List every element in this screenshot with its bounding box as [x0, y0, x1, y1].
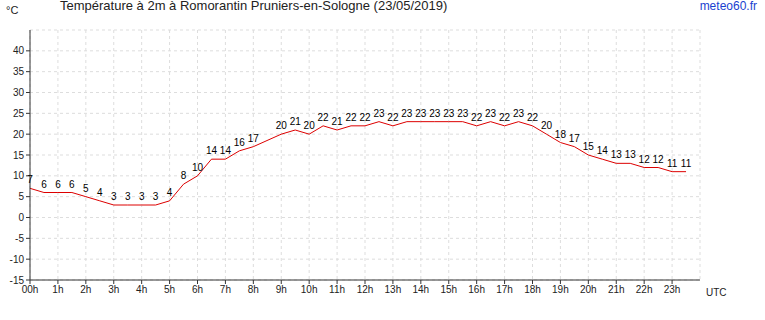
svg-text:8: 8	[181, 170, 187, 181]
svg-text:-10: -10	[10, 254, 25, 265]
svg-text:12: 12	[653, 154, 665, 165]
svg-text:17: 17	[569, 133, 581, 144]
svg-text:-5: -5	[15, 233, 24, 244]
svg-text:15: 15	[13, 150, 25, 161]
svg-text:2h: 2h	[80, 284, 91, 295]
svg-text:16h: 16h	[468, 284, 485, 295]
svg-text:3: 3	[139, 191, 145, 202]
svg-text:23: 23	[401, 108, 413, 119]
svg-text:23: 23	[443, 108, 455, 119]
svg-text:5: 5	[18, 191, 24, 202]
svg-text:20: 20	[13, 129, 25, 140]
svg-text:17: 17	[248, 133, 260, 144]
svg-text:10: 10	[192, 162, 204, 173]
svg-text:4: 4	[97, 187, 103, 198]
html-text:°C: °C	[6, 4, 19, 16]
svg-text:14: 14	[206, 145, 218, 156]
svg-text:22: 22	[345, 112, 357, 123]
svg-text:22: 22	[318, 112, 330, 123]
svg-text:22: 22	[359, 112, 371, 123]
svg-text:40: 40	[13, 45, 25, 56]
svg-text:22: 22	[527, 112, 539, 123]
svg-text:20h: 20h	[580, 284, 597, 295]
svg-text:11: 11	[667, 158, 678, 169]
svg-text:22: 22	[499, 112, 511, 123]
svg-text:13: 13	[625, 149, 637, 160]
svg-text:21h: 21h	[608, 284, 625, 295]
svg-text:5: 5	[83, 183, 89, 194]
svg-text:6: 6	[41, 179, 47, 190]
svg-text:6: 6	[69, 179, 75, 190]
svg-text:22h: 22h	[636, 284, 653, 295]
svg-text:35: 35	[13, 66, 25, 77]
svg-text:9h: 9h	[276, 284, 287, 295]
svg-text:18: 18	[555, 129, 567, 140]
svg-text:22: 22	[471, 112, 483, 123]
svg-text:19h: 19h	[552, 284, 569, 295]
html-text:meteo60.fr: meteo60.fr	[699, 0, 757, 13]
svg-text:20: 20	[276, 120, 288, 131]
svg-text:11: 11	[681, 158, 692, 169]
svg-text:7h: 7h	[220, 284, 231, 295]
svg-text:12h: 12h	[357, 284, 374, 295]
svg-text:10: 10	[13, 170, 25, 181]
svg-text:0: 0	[18, 212, 24, 223]
svg-text:14h: 14h	[412, 284, 429, 295]
svg-text:21: 21	[290, 116, 302, 127]
svg-text:21: 21	[332, 116, 344, 127]
svg-text:3: 3	[111, 191, 117, 202]
svg-text:23h: 23h	[664, 284, 681, 295]
svg-text:25: 25	[13, 108, 25, 119]
svg-text:17h: 17h	[496, 284, 513, 295]
svg-text:13h: 13h	[385, 284, 402, 295]
svg-text:12: 12	[639, 154, 651, 165]
svg-text:3: 3	[153, 191, 159, 202]
svg-text:8h: 8h	[248, 284, 259, 295]
svg-text:1h: 1h	[52, 284, 63, 295]
svg-text:-15: -15	[10, 275, 25, 286]
svg-text:23: 23	[485, 108, 497, 119]
svg-text:23: 23	[513, 108, 525, 119]
svg-text:16: 16	[234, 137, 246, 148]
svg-text:18h: 18h	[524, 284, 541, 295]
svg-text:30: 30	[13, 87, 25, 98]
svg-text:20: 20	[541, 120, 553, 131]
svg-text:22: 22	[387, 112, 399, 123]
svg-text:6: 6	[55, 179, 61, 190]
svg-text:3: 3	[125, 191, 131, 202]
svg-text:5h: 5h	[164, 284, 175, 295]
svg-text:23: 23	[457, 108, 469, 119]
svg-text:13: 13	[611, 149, 623, 160]
svg-text:3h: 3h	[108, 284, 119, 295]
svg-text:10h: 10h	[301, 284, 318, 295]
svg-text:20: 20	[304, 120, 316, 131]
svg-text:14: 14	[597, 145, 609, 156]
svg-text:15: 15	[583, 141, 595, 152]
html-text:UTC: UTC	[706, 287, 727, 298]
svg-text:4h: 4h	[136, 284, 147, 295]
svg-text:23: 23	[373, 108, 385, 119]
svg-text:11h: 11h	[329, 284, 345, 295]
svg-text:23: 23	[415, 108, 427, 119]
svg-text:15h: 15h	[440, 284, 457, 295]
svg-text:7: 7	[27, 174, 33, 185]
svg-text:00h: 00h	[22, 284, 39, 295]
svg-text:23: 23	[429, 108, 441, 119]
svg-text:4: 4	[167, 187, 173, 198]
svg-text:14: 14	[220, 145, 232, 156]
svg-text:6h: 6h	[192, 284, 203, 295]
